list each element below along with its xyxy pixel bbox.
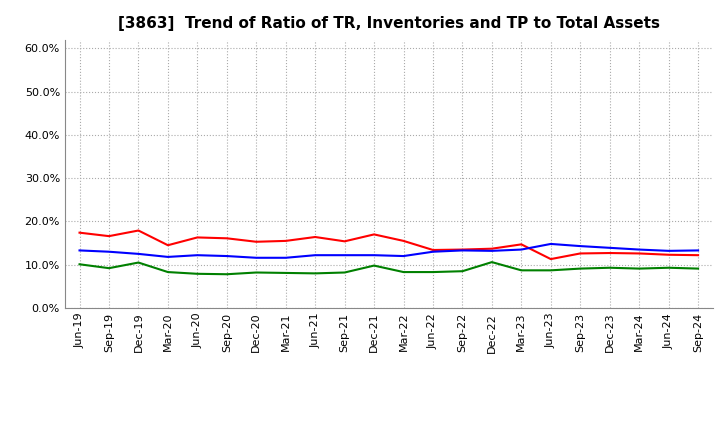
Trade Payables xyxy=(193,271,202,276)
Inventories xyxy=(252,255,261,260)
Inventories xyxy=(517,247,526,252)
Trade Receivables xyxy=(694,253,703,258)
Trade Payables xyxy=(311,271,320,276)
Inventories xyxy=(665,248,673,253)
Trade Payables xyxy=(665,265,673,270)
Inventories xyxy=(694,248,703,253)
Inventories xyxy=(193,253,202,258)
Trade Payables xyxy=(487,260,496,265)
Inventories xyxy=(399,253,408,259)
Trade Receivables xyxy=(458,247,467,252)
Title: [3863]  Trend of Ratio of TR, Inventories and TP to Total Assets: [3863] Trend of Ratio of TR, Inventories… xyxy=(118,16,660,32)
Trade Payables xyxy=(635,266,644,271)
Trade Receivables xyxy=(576,251,585,256)
Inventories xyxy=(75,248,84,253)
Trade Receivables xyxy=(487,246,496,251)
Line: Inventories: Inventories xyxy=(79,244,698,258)
Trade Receivables xyxy=(606,250,614,256)
Trade Receivables xyxy=(134,228,143,233)
Inventories xyxy=(163,254,172,260)
Inventories xyxy=(546,241,555,246)
Trade Payables xyxy=(428,269,437,275)
Trade Receivables xyxy=(370,232,379,237)
Trade Payables xyxy=(576,266,585,271)
Trade Payables xyxy=(458,268,467,274)
Inventories xyxy=(370,253,379,258)
Trade Receivables xyxy=(546,257,555,262)
Inventories xyxy=(428,249,437,254)
Inventories xyxy=(458,248,467,253)
Trade Payables xyxy=(282,270,290,275)
Trade Payables xyxy=(75,262,84,267)
Inventories xyxy=(487,248,496,253)
Trade Receivables xyxy=(635,251,644,256)
Inventories xyxy=(311,253,320,258)
Trade Receivables xyxy=(163,242,172,248)
Trade Receivables xyxy=(665,252,673,257)
Trade Payables xyxy=(222,271,231,277)
Inventories xyxy=(134,251,143,257)
Inventories xyxy=(104,249,113,254)
Inventories xyxy=(606,245,614,250)
Trade Receivables xyxy=(517,242,526,247)
Line: Trade Receivables: Trade Receivables xyxy=(79,231,698,259)
Trade Payables xyxy=(104,265,113,271)
Trade Receivables xyxy=(282,238,290,244)
Trade Payables xyxy=(163,269,172,275)
Trade Receivables xyxy=(193,235,202,240)
Trade Receivables xyxy=(75,230,84,235)
Trade Receivables xyxy=(104,234,113,239)
Trade Payables xyxy=(252,270,261,275)
Line: Trade Payables: Trade Payables xyxy=(79,262,698,274)
Inventories xyxy=(282,255,290,260)
Trade Receivables xyxy=(222,236,231,241)
Trade Payables xyxy=(399,269,408,275)
Trade Receivables xyxy=(311,235,320,240)
Trade Receivables xyxy=(399,238,408,244)
Inventories xyxy=(341,253,349,258)
Trade Receivables xyxy=(428,247,437,253)
Trade Payables xyxy=(134,260,143,265)
Trade Payables xyxy=(341,270,349,275)
Trade Payables xyxy=(694,266,703,271)
Trade Receivables xyxy=(341,238,349,244)
Trade Payables xyxy=(517,268,526,273)
Trade Payables xyxy=(370,263,379,268)
Trade Payables xyxy=(606,265,614,270)
Inventories xyxy=(576,243,585,249)
Inventories xyxy=(222,253,231,259)
Trade Payables xyxy=(546,268,555,273)
Inventories xyxy=(635,247,644,252)
Trade Receivables xyxy=(252,239,261,244)
